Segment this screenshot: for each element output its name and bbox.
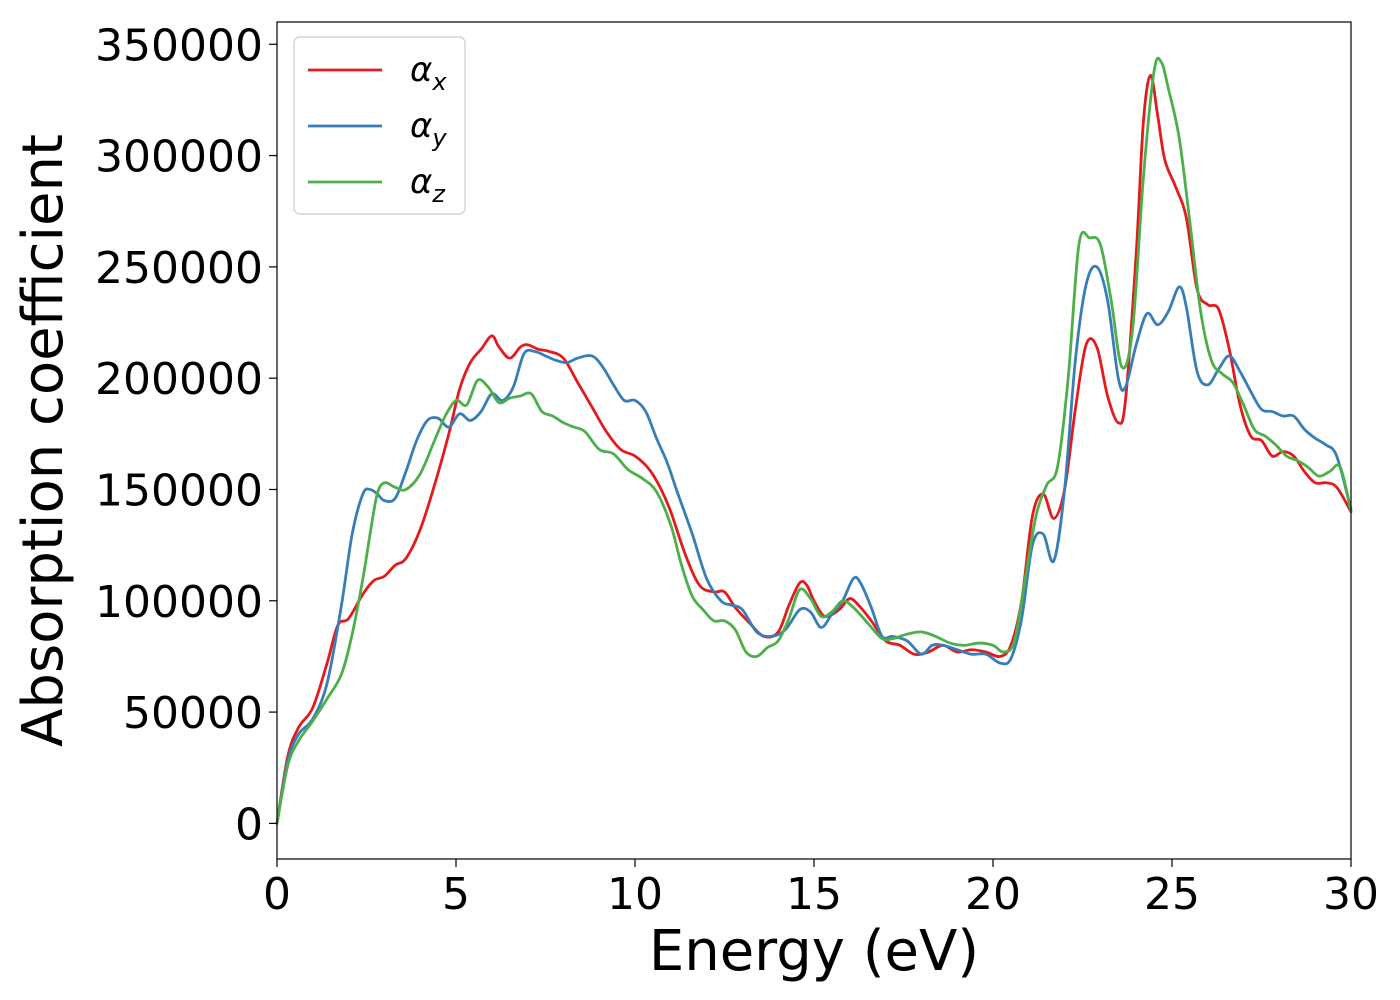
x-tick-label: 0 <box>263 869 291 920</box>
legend-symbol: α <box>410 50 432 90</box>
legend-symbol: α <box>410 106 432 146</box>
x-tick-label: 30 <box>1323 869 1379 920</box>
legend-subscript: x <box>431 68 447 96</box>
y-tick-label: 0 <box>235 799 263 850</box>
series-line-y <box>275 264 1353 825</box>
x-tick-label: 15 <box>786 869 842 920</box>
x-axis-label: Energy (eV) <box>649 919 979 984</box>
legend-label-y: αy <box>410 106 447 152</box>
y-tick-label: 350000 <box>95 20 263 71</box>
legend-subscript: y <box>431 124 447 152</box>
series-line-x <box>275 74 1353 825</box>
y-tick-label: 300000 <box>95 132 263 183</box>
ticks-layer: 0 5 10 15 20 25 30 0 50000 100000 150000 200000 2500… <box>95 20 1379 920</box>
y-tick-label: 50000 <box>123 688 263 739</box>
x-tick-label: 20 <box>965 869 1021 920</box>
legend-symbol: α <box>410 162 432 202</box>
legend-subscript: z <box>431 180 446 208</box>
x-tick-label: 5 <box>442 869 470 920</box>
legend-label-z: αz <box>410 162 446 208</box>
x-tick-label: 25 <box>1144 869 1200 920</box>
y-tick-label: 100000 <box>95 577 263 628</box>
y-axis-label: Absorption coefficient <box>11 134 76 747</box>
y-tick-label: 250000 <box>95 243 263 294</box>
series-line-z <box>275 56 1353 825</box>
y-tick-label: 200000 <box>95 354 263 405</box>
x-tick-label: 10 <box>607 869 663 920</box>
series-layer <box>275 56 1353 825</box>
legend-label-x: αx <box>410 50 447 96</box>
y-tick-label: 150000 <box>95 465 263 516</box>
